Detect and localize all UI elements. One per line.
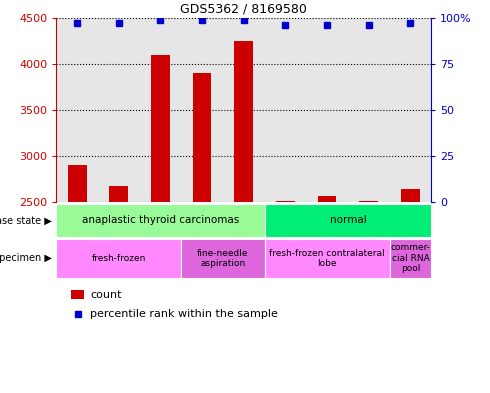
Bar: [98, 18, 140, 202]
Bar: [265, 18, 306, 202]
Bar: [151, 55, 170, 202]
Bar: [109, 186, 128, 202]
Bar: [56, 239, 181, 278]
Bar: [234, 41, 253, 202]
Text: percentile rank within the sample: percentile rank within the sample: [90, 309, 278, 320]
Bar: [68, 165, 87, 202]
Text: disease state ▶: disease state ▶: [0, 215, 52, 226]
Bar: [56, 204, 265, 237]
Bar: [306, 18, 348, 202]
Text: count: count: [90, 290, 122, 300]
Bar: [72, 290, 84, 299]
Bar: [140, 18, 181, 202]
Text: fresh-frozen contralateral
lobe: fresh-frozen contralateral lobe: [270, 248, 385, 268]
Text: normal: normal: [329, 215, 366, 226]
Text: fresh-frozen: fresh-frozen: [92, 254, 146, 263]
Bar: [348, 18, 390, 202]
Text: specimen ▶: specimen ▶: [0, 253, 52, 263]
Bar: [318, 196, 337, 202]
Bar: [390, 239, 431, 278]
Title: GDS5362 / 8169580: GDS5362 / 8169580: [180, 2, 307, 15]
Bar: [193, 73, 212, 202]
Bar: [265, 239, 390, 278]
Text: anaplastic thyroid carcinomas: anaplastic thyroid carcinomas: [82, 215, 239, 226]
Bar: [56, 18, 98, 202]
Text: commer-
cial RNA
pool: commer- cial RNA pool: [391, 243, 430, 273]
Bar: [390, 18, 431, 202]
Bar: [181, 18, 223, 202]
Bar: [265, 204, 431, 237]
Text: fine-needle
aspiration: fine-needle aspiration: [197, 248, 249, 268]
Bar: [401, 189, 420, 202]
Bar: [223, 18, 265, 202]
Bar: [181, 239, 265, 278]
